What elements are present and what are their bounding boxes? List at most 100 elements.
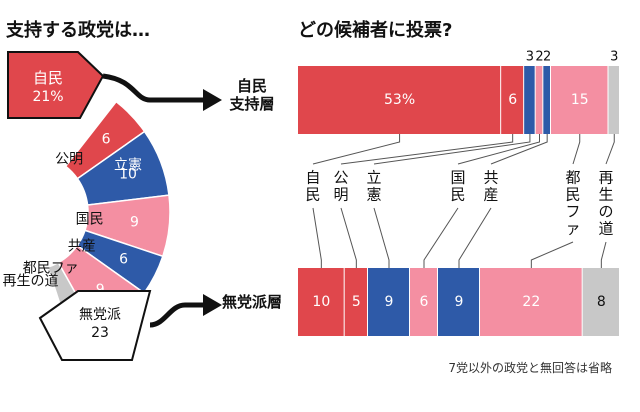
arrow-head-jimin	[203, 89, 222, 111]
arc-value-4: 6	[119, 252, 128, 268]
bar-seg-r2-2	[344, 268, 367, 336]
char: ァ	[565, 220, 580, 238]
arc-value-jimin: 21%	[32, 89, 63, 105]
connector-top-7	[605, 134, 615, 165]
bar-seg-r1-4	[535, 66, 543, 134]
row-label-line: 支持層	[228, 95, 274, 113]
bar-seg-r1-7	[608, 66, 619, 134]
candidate-label-6: 都民ファ	[565, 169, 580, 238]
connector-bottom-4	[423, 207, 459, 268]
char: 自	[305, 169, 320, 187]
bar-value-r1-4: 2	[535, 50, 543, 65]
arc-segment-mutoha	[38, 290, 152, 361]
bar-seg-r2-3	[368, 268, 409, 336]
connector-top-5	[490, 134, 548, 165]
bar-value-r2-3: 9	[385, 294, 394, 310]
row-label-line: 無党派層	[222, 293, 282, 311]
flow-arrows	[102, 73, 222, 328]
bar-value-r1-3: 3	[526, 50, 534, 65]
connector-top-3	[373, 134, 531, 165]
candidate-label-2: 公明	[333, 169, 348, 204]
char: 道	[598, 220, 613, 238]
bar-seg-r2-5	[438, 268, 479, 336]
bar-seg-r1-6	[551, 66, 608, 134]
connector-top-1	[312, 134, 401, 165]
bar-seg-r1-2	[501, 66, 524, 134]
connector-bottom-1	[312, 207, 322, 268]
arrow-jimin	[102, 73, 205, 103]
arc-label-jimin: 自民	[33, 69, 63, 87]
row-label-line: 自民	[237, 77, 267, 95]
connector-bottom-5	[458, 207, 492, 268]
char: 公	[333, 169, 348, 187]
bar-seg-r2-1	[298, 268, 344, 336]
arc-label-2: 立憲	[114, 156, 142, 173]
char: 民	[565, 186, 580, 204]
candidate-label-4: 国民	[450, 169, 465, 204]
candidate-label-3: 立憲	[366, 169, 381, 204]
connector-top-4	[457, 134, 540, 165]
bar-value-r1-7: 3	[610, 50, 618, 65]
bar-seg-r2-6	[480, 268, 582, 336]
connector-bottom-3	[373, 207, 390, 268]
bar-value-r2-2: 5	[352, 294, 361, 310]
arc-label-5: 都民ファ	[23, 261, 79, 277]
char: 国	[450, 169, 465, 187]
char: 共	[483, 169, 498, 187]
bar-value-r2-7: 8	[597, 294, 606, 310]
arc-value-1: 6	[102, 132, 111, 148]
arc-label-1: 公明	[55, 152, 83, 168]
bar-seg-r1-1	[298, 66, 501, 134]
bar-seg-r2-4	[410, 268, 437, 336]
arc-label-4: 共産	[68, 238, 96, 254]
arrow-head-mutoha	[203, 294, 222, 316]
arc-segment-jimin	[7, 51, 105, 119]
char: 民	[450, 186, 465, 204]
char: 生	[598, 186, 613, 204]
row-label-2: 無党派層	[222, 293, 282, 311]
arc-label-3: 国民	[76, 212, 104, 228]
arc-value-2: 10	[119, 166, 137, 182]
arc-label-6: 再生の道	[2, 274, 58, 290]
bar-value-r2-5: 9	[455, 294, 464, 310]
char: 憲	[366, 186, 381, 204]
char: の	[598, 203, 613, 221]
footnote: 7党以外の政党と無回答は省略	[448, 360, 612, 375]
connector-top-2	[340, 134, 514, 165]
bar-value-r2-4: 6	[420, 294, 429, 310]
bar-value-r2-6: 22	[522, 294, 540, 310]
connector-bottom-6	[530, 241, 574, 268]
candidate-label-1: 自民	[305, 169, 320, 204]
char: 立	[366, 169, 381, 187]
char: 明	[333, 186, 348, 204]
connector-top-6	[572, 134, 581, 165]
connector-bottom-2	[340, 207, 357, 268]
char: 再	[598, 169, 613, 187]
char: 民	[305, 186, 320, 204]
bar-value-r1-1: 53%	[384, 92, 415, 108]
bar-value-r1-2: 6	[508, 92, 517, 108]
candidate-label-5: 共産	[483, 169, 498, 204]
candidate-label-7: 再生の道	[598, 169, 613, 238]
right-title: どの候補者に投票?	[298, 19, 452, 41]
bar-value-r2-1: 10	[312, 294, 330, 310]
arrow-mutoha	[149, 302, 205, 328]
char: フ	[565, 203, 580, 221]
char: 都	[565, 169, 580, 187]
bar-seg-r1-5	[543, 66, 550, 134]
left-title: 支持する政党は…	[5, 19, 150, 41]
bar-seg-r2-7	[582, 268, 619, 336]
arc-value-mutoha: 23	[91, 325, 109, 341]
bar-value-r1-5: 2	[543, 50, 551, 65]
bar-value-r1-6: 15	[571, 92, 589, 108]
arc-label-mutoha: 無党派	[79, 307, 121, 323]
connector-bottom-7	[600, 241, 607, 268]
bar-seg-r1-3	[524, 66, 535, 134]
char: 産	[483, 186, 498, 204]
arc-value-3: 9	[130, 215, 139, 231]
